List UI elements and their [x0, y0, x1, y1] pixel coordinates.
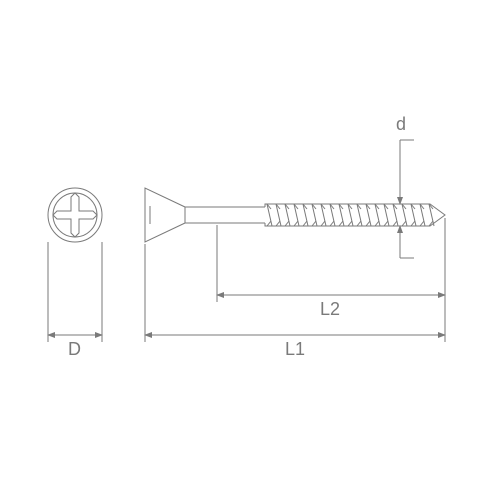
screw-threads: [267, 204, 434, 226]
screw-shank: [185, 207, 265, 223]
label-D: D: [68, 339, 81, 359]
dimension-L2: L2: [217, 225, 445, 319]
label-d: d: [396, 114, 406, 134]
label-L2: L2: [320, 299, 340, 319]
screw-head-front-view: [48, 188, 102, 242]
screw-head-side: [145, 188, 185, 242]
screw-dimension-diagram: D L1 L2 d: [0, 0, 500, 500]
dimension-d: d: [396, 114, 414, 258]
screw-thread-outline: [265, 204, 445, 226]
head-outer-circle: [48, 188, 102, 242]
head-inner-circle: [53, 193, 97, 237]
label-L1: L1: [285, 339, 305, 359]
dimension-D: D: [48, 242, 102, 359]
